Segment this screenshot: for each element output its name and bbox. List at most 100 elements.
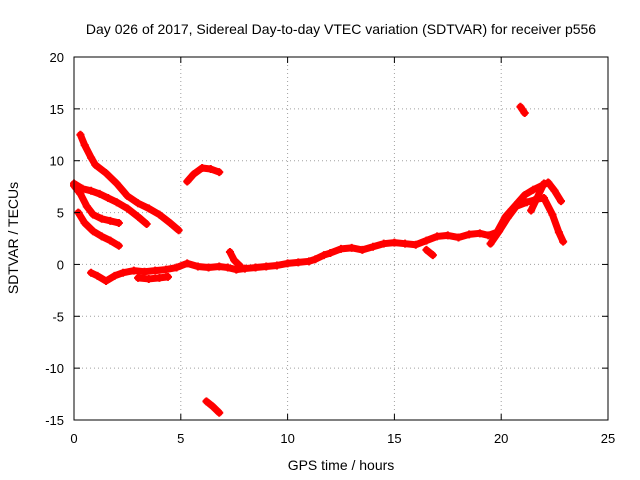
data-point	[144, 274, 153, 283]
series-band	[134, 273, 172, 283]
data-point	[527, 206, 536, 215]
data-point	[134, 273, 143, 282]
series-band	[87, 178, 565, 285]
series-track-9	[134, 272, 172, 283]
data-point	[87, 153, 96, 162]
data-point	[428, 251, 437, 260]
data-point	[142, 219, 151, 228]
series-track-5	[183, 163, 224, 186]
data-point	[193, 262, 202, 271]
series-track-4	[74, 208, 123, 250]
data-point	[411, 240, 420, 249]
data-point	[183, 177, 192, 186]
data-point	[522, 198, 531, 207]
data-point	[119, 268, 128, 277]
series-track-7	[516, 102, 529, 118]
data-point	[93, 271, 102, 280]
data-point	[422, 245, 431, 254]
data-point	[533, 193, 542, 202]
data-point	[112, 179, 121, 188]
data-point	[337, 244, 345, 253]
data-point	[189, 170, 198, 179]
data-point	[230, 256, 239, 265]
data-point	[548, 210, 557, 219]
data-point	[155, 210, 164, 219]
data-point	[144, 204, 153, 213]
data-point	[520, 109, 529, 118]
y-tick-label: 20	[50, 50, 64, 65]
data-point	[202, 397, 211, 406]
data-point	[262, 262, 271, 271]
data-point	[76, 189, 85, 198]
data-point	[495, 227, 504, 236]
data-point	[326, 249, 335, 258]
data-point	[95, 189, 104, 198]
data-point	[87, 186, 96, 195]
data-point	[319, 251, 328, 260]
data-point	[208, 402, 217, 411]
data-point	[91, 160, 100, 169]
data-point	[172, 263, 181, 272]
data-point	[283, 259, 292, 268]
data-point	[102, 169, 111, 178]
data-point	[550, 186, 559, 195]
data-point	[369, 242, 378, 251]
data-point	[225, 247, 234, 256]
data-point	[80, 141, 89, 150]
data-point	[539, 179, 548, 188]
data-point	[151, 266, 160, 275]
data-point	[347, 243, 356, 252]
y-tick-label: 15	[50, 102, 64, 117]
series-track-3	[70, 181, 123, 227]
data-point	[272, 261, 281, 270]
data-point	[204, 263, 213, 272]
data-point	[140, 267, 149, 276]
grid-lines	[74, 57, 608, 420]
axis-ticks: 0 5 10 15 20 25 -15 -10 -5 0 5 10 15 20	[45, 50, 615, 446]
data-point	[206, 165, 215, 174]
data-point	[559, 237, 568, 246]
data-point	[163, 272, 172, 281]
data-point	[129, 266, 138, 275]
data-point	[486, 239, 495, 248]
data-point	[215, 408, 224, 417]
series-track-8	[87, 178, 566, 286]
data-point	[166, 218, 175, 227]
data-point	[401, 239, 410, 248]
data-point	[251, 263, 260, 272]
data-point	[89, 227, 98, 236]
data-point	[454, 233, 463, 242]
data-point	[110, 271, 119, 280]
data-point	[390, 238, 399, 247]
y-tick-label: 0	[57, 257, 64, 272]
data-point	[379, 239, 388, 248]
series-track-6	[202, 397, 224, 417]
x-tick-label: 25	[601, 431, 615, 446]
data-point	[443, 231, 452, 240]
data-point	[155, 273, 164, 282]
data-point	[106, 216, 115, 225]
series-track-11	[422, 245, 437, 260]
data-point	[520, 190, 529, 199]
y-tick-label: -10	[45, 361, 64, 376]
data-point	[134, 212, 143, 221]
data-point	[215, 168, 224, 177]
data-point	[475, 229, 484, 238]
x-tick-label: 20	[494, 431, 508, 446]
data-point	[215, 262, 224, 271]
data-point	[422, 236, 431, 245]
data-point	[161, 265, 170, 274]
x-tick-label: 10	[280, 431, 294, 446]
data-point	[123, 204, 132, 213]
data-point	[236, 262, 245, 271]
data-point	[311, 255, 320, 264]
x-tick-label: 0	[70, 431, 77, 446]
series-track-10	[225, 247, 245, 271]
data-point	[433, 232, 442, 241]
x-tick-label: 5	[177, 431, 184, 446]
data-point	[512, 202, 521, 211]
data-point	[89, 210, 98, 219]
data-point	[82, 202, 91, 211]
data-point	[87, 268, 96, 277]
